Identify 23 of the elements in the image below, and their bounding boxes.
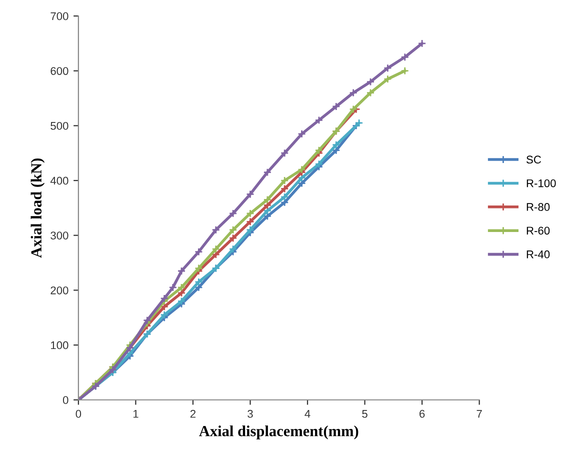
x-tick-label: 0 — [76, 410, 82, 418]
legend-label: R-80 — [526, 203, 550, 211]
legend-label: R-40 — [526, 250, 550, 258]
x-tick-label: 2 — [190, 410, 196, 418]
x-tick-label: 3 — [248, 410, 253, 418]
y-tick-label: 0 — [62, 396, 68, 404]
x-tick-label: 4 — [304, 410, 310, 418]
y-tick-label: 200 — [50, 286, 68, 294]
x-tick-label: 6 — [420, 410, 425, 418]
y-tick-label: 600 — [50, 67, 68, 75]
x-tick-label: 5 — [362, 410, 368, 418]
legend-label: R-60 — [526, 226, 550, 235]
y-axis-title: Axial load (kN) — [30, 158, 45, 258]
legend-label: R-100 — [526, 179, 556, 188]
y-tick-label: 100 — [51, 341, 68, 350]
y-tick-label: 400 — [50, 176, 68, 185]
legend-label: SC — [526, 156, 542, 164]
x-axis-title: Axial displacement(mm) — [199, 426, 358, 440]
x-tick-label: 1 — [133, 410, 138, 418]
x-tick-label: 7 — [476, 410, 482, 418]
y-tick-label: 700 — [50, 12, 68, 20]
y-tick-label: 500 — [50, 122, 68, 130]
y-tick-label: 300 — [50, 232, 68, 240]
